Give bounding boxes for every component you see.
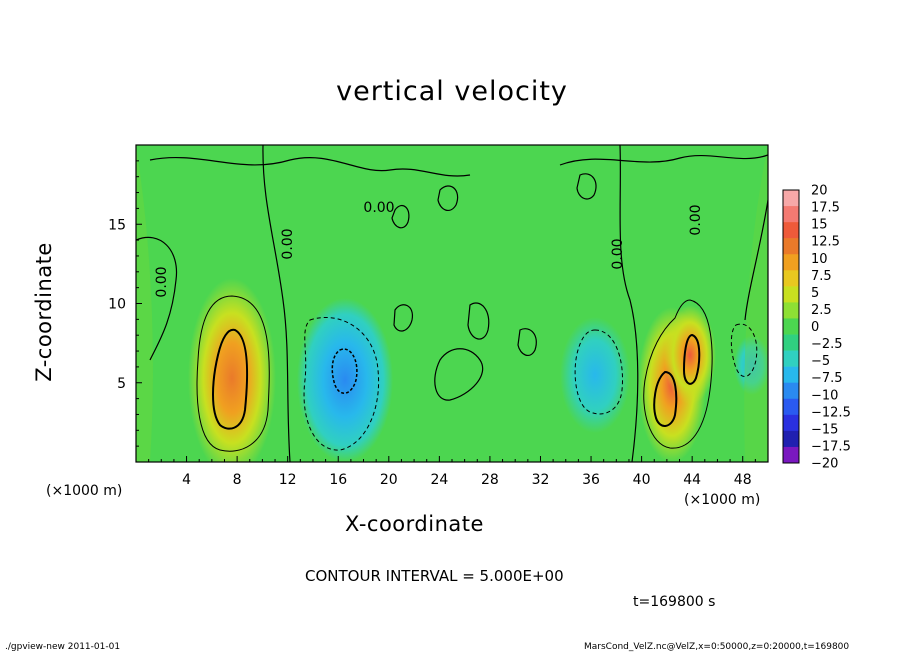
- x-tick-label: 8: [233, 472, 242, 488]
- colorbar-swatch: [783, 350, 799, 367]
- time-stamp: t=169800 s: [633, 594, 716, 610]
- contour-value-label: 0.00: [610, 238, 626, 269]
- colorbar-swatch: [783, 254, 799, 271]
- contour-value-label: 0.00: [688, 204, 704, 235]
- heatmap-field: [136, 145, 768, 462]
- colorbar-label: −17.5: [811, 439, 851, 454]
- colorbar-swatch: [783, 286, 799, 303]
- colorbar-swatch: [783, 414, 799, 432]
- colorbar-label: 17.5: [811, 201, 840, 216]
- footer-right-text: MarsCond_VelZ.nc@VelZ,x=0:50000,z=0:2000…: [584, 642, 850, 652]
- colorbar-swatch: [783, 430, 799, 448]
- x-unit-label-left: (×1000 m): [46, 483, 123, 499]
- colorbar-label: 7.5: [811, 269, 832, 284]
- y-tick-label: 10: [108, 297, 126, 313]
- colorbar-swatch: [783, 366, 799, 384]
- contour-interval-text: CONTOUR INTERVAL = 5.000E+00: [305, 567, 564, 585]
- x-tick-label: 48: [734, 472, 752, 488]
- x-tick-label: 40: [633, 472, 651, 488]
- colorbar-label: 15: [811, 218, 828, 233]
- footer-left-text: ./gpview-new 2011-01-01: [5, 642, 121, 652]
- colorbar-label: 0: [811, 320, 819, 335]
- colorbar-swatch: [783, 190, 799, 207]
- contour-value-label: 0.00: [363, 200, 394, 216]
- colorbar-swatch: [783, 270, 799, 287]
- colorbar-swatch: [783, 334, 799, 351]
- x-tick-label: 20: [380, 472, 398, 488]
- x-tick-label: 12: [279, 472, 297, 488]
- x-tick-label: 24: [430, 472, 448, 488]
- colorbar-label: −15: [811, 422, 838, 437]
- colorbar-label: 5: [811, 286, 819, 301]
- colorbar-frame: [782, 189, 800, 464]
- colorbar-swatch: [783, 382, 799, 400]
- colorbar-label: −20: [811, 457, 838, 472]
- colorbar-label: 10: [811, 252, 828, 267]
- y-tick-label: 5: [117, 376, 126, 392]
- x-tick-label: 44: [683, 472, 701, 488]
- colorbar-swatch: [783, 206, 799, 223]
- x-tick-label: 36: [582, 472, 600, 488]
- contour-lines: [136, 145, 768, 462]
- x-unit-label-right: (×1000 m): [684, 492, 761, 508]
- colorbar-swatch: [783, 302, 799, 319]
- contour-value-label: 0.00: [280, 228, 296, 259]
- x-tick-label: 28: [481, 472, 499, 488]
- colorbar-label: 12.5: [811, 235, 840, 250]
- chart-title: vertical velocity: [336, 76, 568, 107]
- colorbar-swatch: [783, 318, 799, 335]
- contour-value-label: 0.00: [154, 266, 170, 297]
- colorbar-label: −12.5: [811, 405, 851, 420]
- colorbar-label: −5: [811, 354, 830, 369]
- colorbar-label: −10: [811, 388, 838, 403]
- colorbar-label: −7.5: [811, 371, 843, 386]
- colorbar-label: 20: [811, 184, 828, 199]
- y-axis-label: Z-coordinate: [32, 242, 56, 382]
- colorbar-swatch: [783, 398, 799, 416]
- x-tick-label: 32: [532, 472, 550, 488]
- x-tick-label: 16: [329, 472, 347, 488]
- colorbar-label: 2.5: [811, 303, 832, 318]
- x-tick-label: 4: [182, 472, 191, 488]
- colorbar-label: −2.5: [811, 337, 843, 352]
- y-tick-label: 15: [108, 217, 126, 233]
- colorbar-swatch: [783, 238, 799, 255]
- x-axis-label: X-coordinate: [345, 512, 484, 536]
- colorbar-swatch: [783, 222, 799, 239]
- colorbar-swatch: [783, 446, 799, 464]
